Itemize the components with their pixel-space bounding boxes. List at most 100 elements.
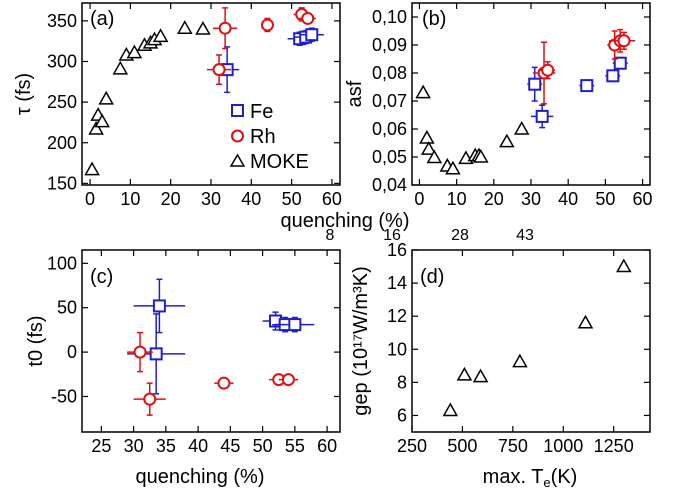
x-tick-label: 500 xyxy=(447,436,477,456)
x-tick-label: 50 xyxy=(595,189,615,209)
data-point-rh xyxy=(217,376,231,390)
legend-moke-marker xyxy=(229,153,246,167)
data-point-moke xyxy=(442,402,459,417)
x-tick-label: 10 xyxy=(120,189,140,209)
y-tick-label: 50 xyxy=(57,298,77,318)
data-point-moke xyxy=(94,113,110,128)
x-tick-label: 1250 xyxy=(594,436,634,456)
x-tick-label: 750 xyxy=(498,436,528,456)
data-point-moke xyxy=(415,84,431,99)
y-tick-label: 0,04 xyxy=(372,175,407,195)
y-tick-label: 12 xyxy=(387,306,407,326)
data-point-moke xyxy=(88,120,104,135)
x-tick-label: 1000 xyxy=(543,436,583,456)
y-tick-label: 0,07 xyxy=(372,91,407,111)
x-tick-label: 30 xyxy=(521,189,541,209)
data-point-rh xyxy=(541,63,555,77)
data-point-rh xyxy=(617,34,631,48)
x-tick-label: 50 xyxy=(282,189,302,209)
data-point-rh xyxy=(301,11,315,25)
data-point-rh xyxy=(218,21,232,35)
legend-rh-label: Rh xyxy=(250,126,276,148)
y-tick-label: 150 xyxy=(47,173,77,193)
legend-fe-marker xyxy=(231,104,244,117)
x-tick-label: 35 xyxy=(156,436,176,456)
y-tick-label: 100 xyxy=(47,253,77,273)
x-tick-label: 45 xyxy=(220,436,240,456)
panel-a-legend: Fe Rh MOKE xyxy=(229,101,309,173)
panel-c-label: (c) xyxy=(90,266,113,288)
x-tick-label: 30 xyxy=(201,189,221,209)
panel-d-xlabel: max. Te(K) xyxy=(483,466,578,490)
x-tick-label: 60 xyxy=(317,436,337,456)
top-axis-label: 43 xyxy=(516,227,534,244)
data-point-moke xyxy=(512,353,528,368)
legend-rh-marker xyxy=(231,129,244,143)
data-point-rh xyxy=(260,18,274,32)
panel-c: (c) t0 (fs) quenching (%) xyxy=(25,249,341,488)
data-point-rh xyxy=(133,345,147,359)
panel-b-xlabel: quenching (%) xyxy=(281,210,410,232)
y-tick-label: 6 xyxy=(397,405,407,425)
data-point-moke xyxy=(445,160,461,175)
panel-d-label: (d) xyxy=(420,266,444,288)
y-tick-label: 8 xyxy=(397,372,407,392)
data-point-moke xyxy=(420,141,437,155)
x-tick-label: 55 xyxy=(285,436,305,456)
y-tick-label: 0,08 xyxy=(372,63,407,83)
y-tick-label: -50 xyxy=(51,386,77,406)
y-tick-label: 10 xyxy=(387,339,407,359)
panel-c-xlabel: quenching (%) xyxy=(136,466,265,488)
x-tick-label: 20 xyxy=(161,189,181,209)
panel-b-label: (b) xyxy=(422,8,446,30)
data-point-fe xyxy=(149,347,163,361)
y-tick-label: 200 xyxy=(47,133,77,153)
data-point-moke xyxy=(513,120,530,135)
y-tick-label: 16 xyxy=(387,240,407,260)
data-point-fe xyxy=(580,79,594,93)
panel-d: (d) gep (10¹⁷W/m³K) max. Te(K) xyxy=(350,249,651,490)
data-point-moke xyxy=(177,20,193,34)
data-point-fe xyxy=(606,69,620,83)
y-tick-label: 250 xyxy=(47,92,77,112)
x-tick-label: 60 xyxy=(633,189,653,209)
data-point-moke xyxy=(126,44,143,59)
data-point-moke xyxy=(456,366,473,381)
data-point-moke xyxy=(84,161,100,176)
top-axis-label: 8 xyxy=(326,227,335,244)
data-point-moke xyxy=(195,20,211,35)
data-point-fe xyxy=(305,28,319,42)
data-point-moke xyxy=(473,148,489,163)
data-point-fe xyxy=(528,77,542,91)
data-point-fe xyxy=(535,109,549,123)
y-tick-label: 350 xyxy=(47,11,77,31)
x-tick-label: 25 xyxy=(91,436,111,456)
legend-fe-label: Fe xyxy=(250,101,273,123)
data-point-rh xyxy=(212,63,226,77)
data-point-fe xyxy=(152,299,166,313)
data-point-rh xyxy=(281,373,295,387)
data-point-rh xyxy=(143,392,157,406)
x-tick-label: 60 xyxy=(322,189,342,209)
x-tick-label: 40 xyxy=(188,436,208,456)
y-tick-label: 14 xyxy=(387,273,407,293)
data-point-moke xyxy=(419,129,435,144)
x-tick-label: 0 xyxy=(414,189,424,209)
data-point-moke xyxy=(152,28,169,43)
y-tick-label: 0,09 xyxy=(372,35,407,55)
y-tick-label: 300 xyxy=(47,52,77,72)
legend-moke-label: MOKE xyxy=(250,151,309,173)
panel-d-frame xyxy=(411,249,651,433)
data-point-fe xyxy=(288,318,302,332)
panel-d-ylabel: gep (10¹⁷W/m³K) xyxy=(350,266,372,415)
x-tick-label: 30 xyxy=(124,436,144,456)
top-axis-label: 28 xyxy=(451,227,469,244)
data-point-moke xyxy=(615,258,632,273)
data-point-moke xyxy=(577,314,594,329)
y-tick-label: 0 xyxy=(67,342,77,362)
top-axis-label: 16 xyxy=(383,227,401,244)
x-tick-label: 40 xyxy=(241,189,261,209)
y-tick-label: 0,06 xyxy=(372,119,407,139)
y-tick-label: 0,10 xyxy=(372,7,407,27)
